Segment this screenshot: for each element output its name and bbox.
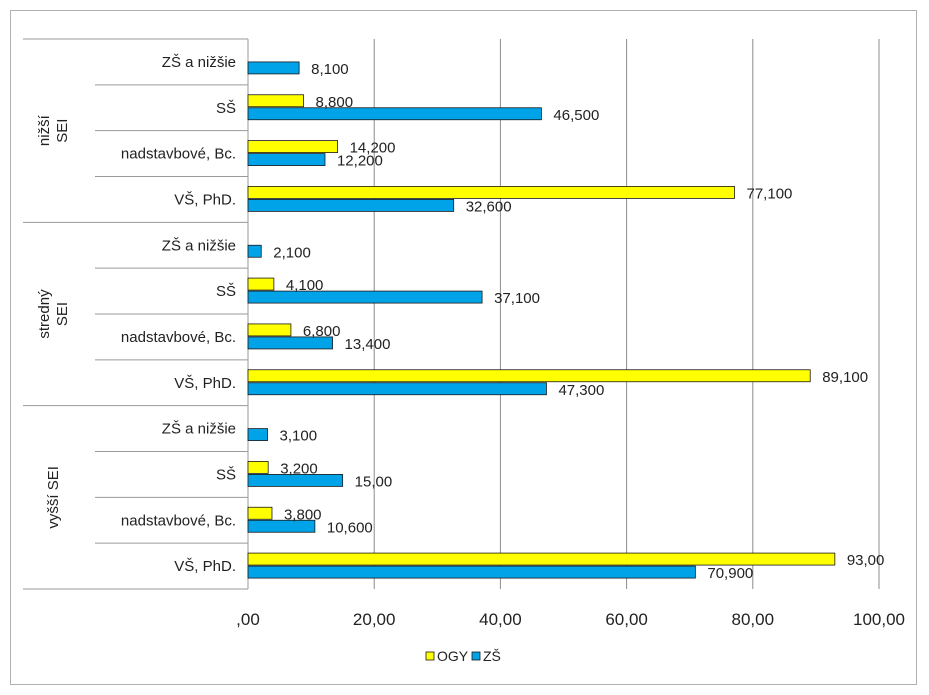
bar-zs <box>247 199 455 212</box>
bar-zs <box>247 474 344 487</box>
category-label: VŠ, PhD. <box>174 558 236 575</box>
category-label: ZŠ a nižšie <box>162 237 236 254</box>
data-label-zs: 37,100 <box>494 290 540 307</box>
bar-ogy <box>247 461 269 474</box>
category-label: nadstavbové, Bc. <box>121 146 236 163</box>
group-label: vyšší SEI <box>45 466 62 529</box>
data-label-zs: 3,100 <box>280 428 318 445</box>
category-label: ZŠ a nižšie <box>162 54 236 71</box>
group-label: strednýSEI <box>36 289 71 339</box>
bar-zs <box>247 244 262 258</box>
data-label-zs: 2,100 <box>273 244 311 261</box>
data-label-zs: 12,200 <box>337 153 383 170</box>
category-axis: nižšíSEI ZŠ a nižšie SŠ nadstavbové, Bc. VŠ,… <box>23 38 249 590</box>
data-label-ogy: 6,800 <box>303 323 341 340</box>
data-label-ogy: 4,100 <box>286 277 324 294</box>
bar-zs <box>247 153 326 166</box>
bar-zs <box>247 565 696 579</box>
bar-zs <box>247 290 483 304</box>
gridlines <box>373 39 880 589</box>
bar-ogy <box>247 140 339 153</box>
bar-ogy <box>247 506 273 520</box>
data-label-ogy: 77,100 <box>747 185 793 202</box>
group-label: nižšíSEI <box>36 114 71 146</box>
category-label: VŠ, PhD. <box>174 191 236 208</box>
data-label-zs: 70,900 <box>707 565 753 582</box>
category-label: nadstavbové, Bc. <box>121 512 236 529</box>
data-label-ogy: 3,200 <box>280 460 318 477</box>
legend-label: OGY <box>437 648 469 664</box>
bar-zs <box>247 428 268 441</box>
legend-swatch <box>425 651 435 661</box>
bar-ogy <box>247 323 292 337</box>
x-tick-label: 80,00 <box>732 610 775 629</box>
x-tick-label: 40,00 <box>479 610 522 629</box>
legend: OGY ZŠ <box>425 648 501 664</box>
bar-zs <box>247 519 316 533</box>
data-label-zs: 13,400 <box>345 336 391 353</box>
category-label: SŠ <box>216 100 236 117</box>
bar-zs <box>247 382 547 396</box>
data-label-zs: 47,300 <box>558 382 604 399</box>
legend-label: ZŠ <box>483 648 501 664</box>
x-tick-label: 20,00 <box>353 610 396 629</box>
data-label-zs: 32,600 <box>466 198 512 215</box>
x-tick-label: 100,00 <box>853 610 905 629</box>
bar-ogy <box>247 552 836 566</box>
bar-ogy <box>247 94 304 108</box>
category-label: SŠ <box>216 466 236 483</box>
x-tick-label: 60,00 <box>605 610 648 629</box>
bar-zs <box>247 61 300 75</box>
chart-frame: nižšíSEI ZŠ a nižšie SŠ nadstavbové, Bc. VŠ,… <box>10 10 917 685</box>
category-label: nadstavbové, Bc. <box>121 329 236 346</box>
data-label-ogy: 93,00 <box>847 552 885 569</box>
category-label: ZŠ a nižšie <box>162 421 236 438</box>
x-tick-label: ,00 <box>236 610 260 629</box>
bar-ogy <box>247 277 275 291</box>
legend-swatch <box>471 651 481 661</box>
category-label: VŠ, PhD. <box>174 375 236 392</box>
data-label-zs: 15,00 <box>355 473 393 490</box>
bar-ogy <box>247 369 811 383</box>
bar-ogy <box>247 186 735 199</box>
data-label-ogy: 8,800 <box>316 94 354 111</box>
data-label-zs: 10,600 <box>327 519 373 536</box>
bar-zs <box>247 336 333 350</box>
data-label-ogy: 89,100 <box>822 369 868 386</box>
x-axis-ticks: ,00 20,00 40,00 60,00 80,00 100,00 <box>236 610 905 629</box>
bars <box>247 61 836 579</box>
bar-chart: nižšíSEI ZŠ a nižšie SŠ nadstavbové, Bc. VŠ,… <box>23 38 905 664</box>
data-label-ogy: 3,800 <box>284 506 322 523</box>
data-label-ogy: 14,200 <box>350 140 396 157</box>
data-label-zs: 46,500 <box>553 107 599 124</box>
category-label: SŠ <box>216 283 236 300</box>
bar-zs <box>247 107 542 121</box>
data-label-zs: 8,100 <box>311 61 349 78</box>
